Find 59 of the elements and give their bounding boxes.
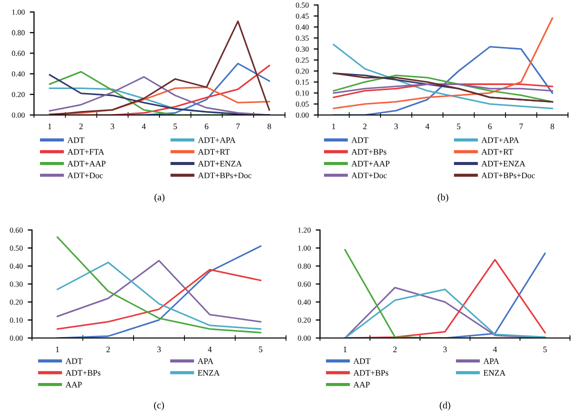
legend-label: ENZA — [198, 370, 220, 376]
legend-label: ADT+ENZA — [481, 160, 526, 166]
legend-label: ADT+RT — [198, 149, 230, 155]
x-tick-label: 6 — [204, 124, 208, 130]
x-tick-label: 7 — [520, 124, 523, 130]
legend-label: ADT+BPs+Doc — [481, 172, 535, 178]
x-tick-label: 4 — [425, 124, 430, 130]
x-tick-label: 6 — [488, 124, 492, 130]
legend-label: ADT+FTA — [67, 149, 104, 155]
text: (b) — [438, 194, 448, 202]
x-tick-label: 5 — [543, 346, 547, 352]
x-tick-label: 1 — [56, 346, 59, 352]
legend-label: ADT — [353, 358, 370, 364]
x-tick-label: 1 — [344, 346, 347, 352]
legend-label: AAP — [66, 382, 82, 388]
x-tick-label: 4 — [208, 346, 212, 352]
x-tick-label: 3 — [443, 346, 447, 352]
legend-label: ADT+ENZA — [198, 160, 242, 166]
legend-label: ADT+AAP — [67, 160, 106, 166]
x-tick-label: 2 — [79, 124, 83, 130]
x-tick-label: 8 — [268, 124, 272, 130]
legend-label: ADT+APA — [198, 137, 236, 143]
legend-label: APA — [198, 358, 214, 364]
legend-label: ADT — [67, 137, 84, 143]
x-tick-label: 2 — [393, 346, 397, 352]
x-tick-label: 4 — [493, 346, 497, 352]
x-tick-label: 4 — [142, 124, 146, 130]
x-tick-label: 7 — [236, 124, 240, 130]
legend-label: ADT — [66, 358, 82, 364]
x-tick-label: 3 — [394, 124, 398, 130]
x-tick-label: 5 — [457, 124, 460, 130]
x-tick-label: 5 — [259, 346, 262, 352]
text: (d) — [440, 402, 450, 410]
legend-label: ADT+AAP — [351, 160, 390, 166]
x-tick-label: 3 — [157, 346, 161, 352]
x-tick-label: 8 — [550, 124, 554, 130]
legend-label: ADT+BPs+Doc — [198, 172, 252, 178]
x-tick-label: 1 — [48, 124, 52, 130]
x-tick-label: 5 — [174, 124, 177, 130]
legend-label: ADT+BPs — [66, 370, 100, 376]
x-tick-label: 1 — [332, 124, 336, 130]
legend-label: ADT — [351, 137, 368, 143]
legend-label: ADT+APA — [481, 137, 520, 143]
line-series — [48, 20, 270, 115]
legend-label: ADT+RT — [481, 149, 514, 155]
x-tick-label: 2 — [106, 346, 110, 352]
x-tick-label: 2 — [363, 124, 366, 130]
legend-label: ADT+BPs — [353, 370, 388, 376]
text: (c) — [154, 402, 164, 410]
legend-label: ENZA — [484, 370, 506, 376]
legend-label: ADT+BPs — [351, 149, 386, 155]
legend-label: AAP — [353, 382, 370, 388]
line-series — [332, 83, 554, 94]
line-series — [332, 17, 554, 110]
legend-label: ADT+Doc — [351, 172, 387, 178]
legend-label: ADT+Doc — [67, 172, 103, 178]
text: (a) — [154, 194, 164, 202]
legend-label: APA — [483, 358, 500, 364]
x-tick-label: 3 — [110, 124, 114, 130]
